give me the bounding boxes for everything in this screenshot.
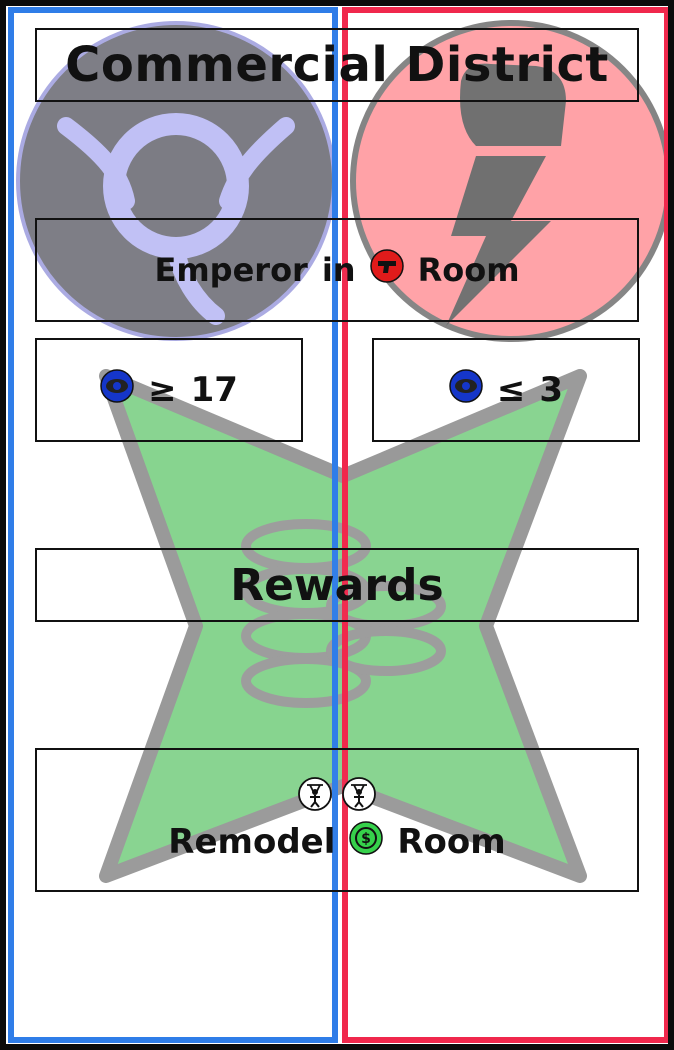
reward-line: Remodel $ Room bbox=[168, 820, 506, 864]
condition-panel: Emperor in Room bbox=[35, 218, 639, 322]
left-threshold-panel: ≥ 17 bbox=[35, 338, 303, 442]
rewards-heading-text: Rewards bbox=[230, 559, 444, 611]
right-threshold-operator: ≤ bbox=[496, 370, 526, 410]
reward-panel: Remodel $ Room bbox=[35, 748, 639, 892]
puppet-icon bbox=[298, 776, 332, 815]
right-faction-column bbox=[342, 7, 668, 1043]
right-threshold-panel: ≤ 3 bbox=[372, 338, 640, 442]
eye-icon bbox=[449, 368, 483, 412]
rewards-heading: Rewards bbox=[35, 548, 639, 622]
card-title: Commercial District bbox=[35, 28, 639, 102]
right-threshold-value: 3 bbox=[539, 370, 564, 410]
svg-text:$: $ bbox=[362, 831, 372, 847]
eye-icon bbox=[100, 368, 134, 412]
right-faction-emblem bbox=[350, 20, 668, 342]
condition-word: in bbox=[321, 251, 356, 289]
puppet-icon bbox=[342, 776, 376, 815]
reward-icons bbox=[298, 776, 376, 815]
reward-room-label: Room bbox=[397, 822, 506, 862]
left-faction-column bbox=[8, 7, 338, 1043]
card-artwork bbox=[16, 20, 668, 883]
gun-icon bbox=[369, 249, 404, 291]
money-icon: $ bbox=[349, 820, 384, 864]
condition-room-label: Room bbox=[417, 251, 520, 289]
left-threshold-operator: ≥ bbox=[148, 370, 177, 410]
reward-action: Remodel bbox=[168, 822, 336, 862]
left-threshold-value: 17 bbox=[190, 370, 238, 410]
condition-role: Emperor bbox=[154, 251, 308, 289]
card-title-text: Commercial District bbox=[65, 37, 609, 93]
